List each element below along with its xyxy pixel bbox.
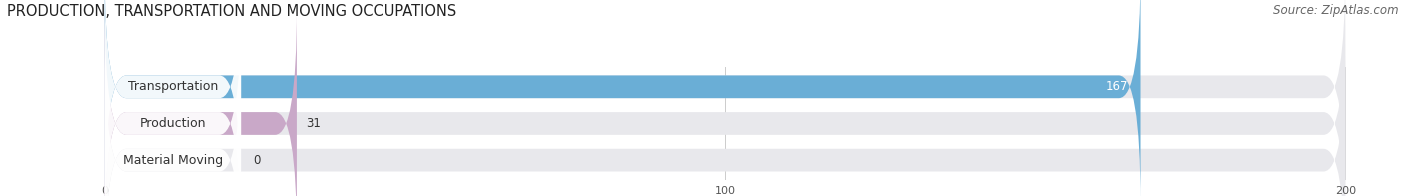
FancyBboxPatch shape xyxy=(104,6,297,196)
FancyBboxPatch shape xyxy=(104,0,240,196)
Text: Material Moving: Material Moving xyxy=(122,154,224,167)
FancyBboxPatch shape xyxy=(104,0,1140,196)
FancyBboxPatch shape xyxy=(104,6,240,196)
Text: 31: 31 xyxy=(307,117,321,130)
Text: Source: ZipAtlas.com: Source: ZipAtlas.com xyxy=(1274,4,1399,17)
FancyBboxPatch shape xyxy=(104,0,1346,196)
Text: 167: 167 xyxy=(1105,80,1128,93)
FancyBboxPatch shape xyxy=(104,43,1346,196)
Text: 0: 0 xyxy=(253,154,262,167)
FancyBboxPatch shape xyxy=(104,6,1346,196)
Text: PRODUCTION, TRANSPORTATION AND MOVING OCCUPATIONS: PRODUCTION, TRANSPORTATION AND MOVING OC… xyxy=(7,4,457,19)
FancyBboxPatch shape xyxy=(104,43,240,196)
Text: Transportation: Transportation xyxy=(128,80,218,93)
Text: Production: Production xyxy=(139,117,207,130)
